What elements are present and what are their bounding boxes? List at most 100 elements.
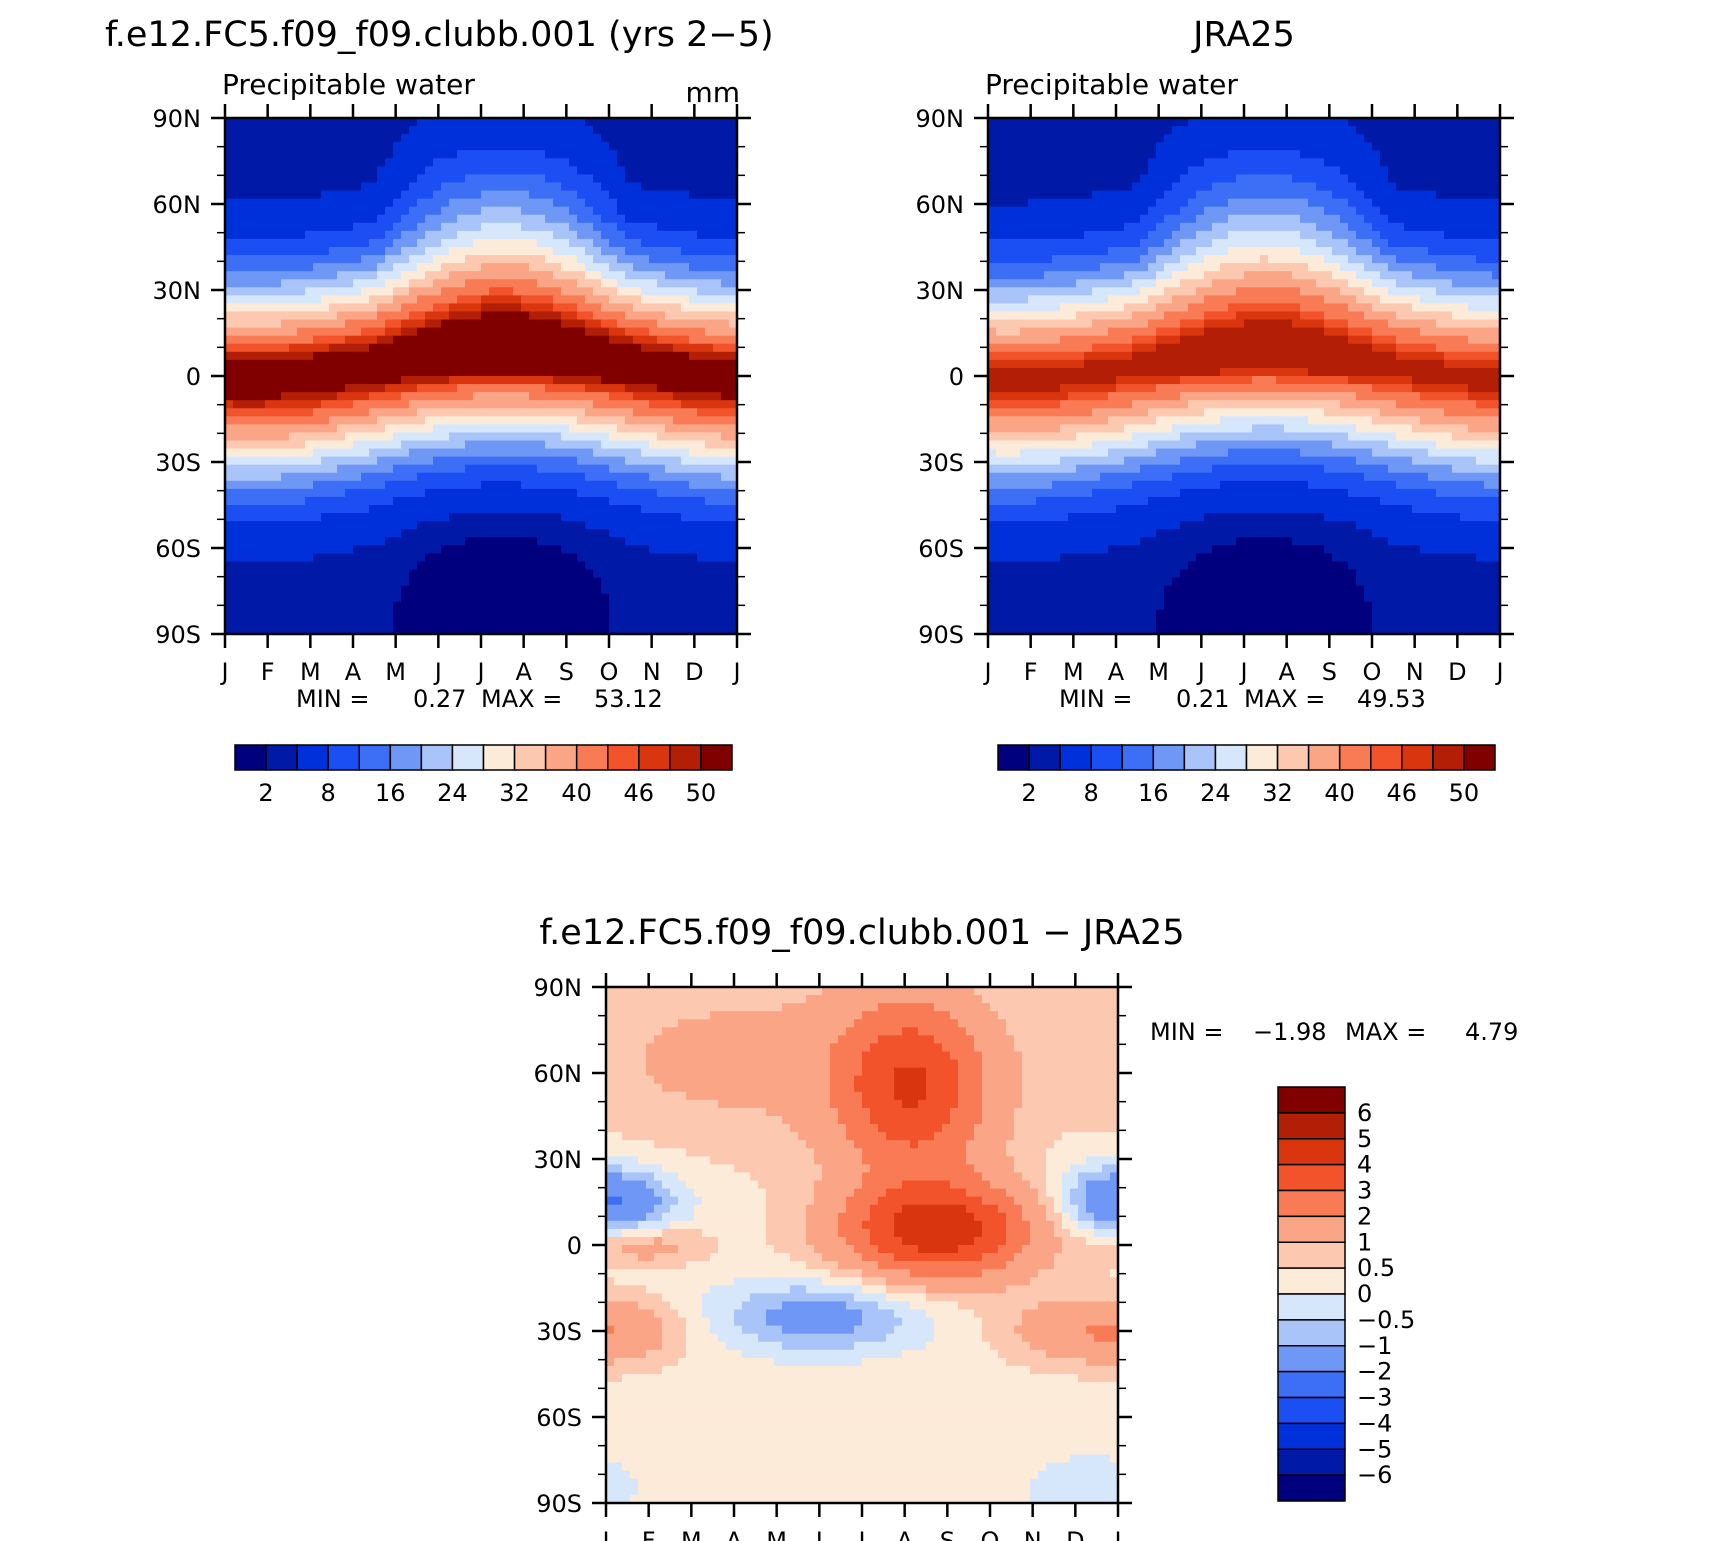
field-cell [1388,206,1397,216]
field-cell [449,222,458,232]
field-cell [625,142,634,151]
field-cell [601,521,610,530]
field-cell [313,496,322,506]
field-cell [721,569,730,579]
field-cell [257,505,266,514]
field-cell [673,206,682,216]
field-cell [1060,142,1069,151]
field-cell [361,424,370,434]
field-cell [529,537,538,546]
field-cell [361,513,370,522]
field-cell [473,513,482,522]
field-cell [473,238,482,248]
field-cell [721,319,730,329]
field-cell [321,174,330,184]
field-cell [577,400,586,409]
field-cell [473,448,482,458]
field-cell [473,311,482,321]
field-cell [257,190,266,200]
field-cell [1484,118,1493,127]
field-cell [609,521,618,530]
field-cell [329,488,338,498]
field-cell [337,142,346,151]
panel-reanalysis: JRA25 Precipitable water J F M A M J J A S O N D J90… [916,15,1514,807]
field-cell [257,456,266,466]
field-cell [241,392,250,401]
field-cell [513,416,522,425]
field-cell [289,327,298,337]
field-cell [537,545,546,554]
field-cell [225,609,234,619]
field-cell [697,150,706,159]
field-cell [521,222,530,232]
field-cell [1148,158,1157,167]
field-cell [425,271,434,280]
field-cell [353,625,362,634]
field-cell [241,311,250,321]
field-cell [513,247,522,256]
field-cell [721,416,730,425]
field-cell [249,505,258,514]
field-cell [313,182,322,192]
field-cell [313,529,322,538]
field-cell [377,480,386,490]
field-cell [281,400,290,409]
field-cell [313,440,322,450]
field-cell [601,206,610,216]
field-cell [1092,134,1101,143]
field-cell [393,537,402,546]
field-cell [1444,158,1453,167]
field-cell [497,625,506,634]
field-cell [537,625,546,634]
field-cell [697,311,706,321]
field-cell [249,295,258,305]
field-cell [457,488,466,498]
field-cell [305,174,314,184]
field-cell [249,585,258,595]
field-cell [361,529,370,538]
field-cell [425,577,434,587]
field-cell [1244,118,1253,127]
field-cell [617,416,626,425]
field-cell [713,448,722,458]
field-cell [449,158,458,167]
field-cell [529,311,538,321]
field-cell [473,424,482,434]
field-cell [569,496,578,506]
field-cell [625,376,634,385]
field-cell [1180,158,1189,167]
field-cell [513,343,522,353]
field-cell [417,351,426,361]
field-cell [729,271,737,280]
field-cell [297,585,306,595]
field-cell [457,343,466,353]
field-cell [481,238,490,248]
field-cell [289,529,298,538]
field-cell [521,134,530,143]
field-cell [313,577,322,587]
field-cell [449,351,458,361]
field-cell [1364,118,1373,127]
field-cell [433,456,442,466]
field-cell [313,384,322,393]
field-cell [649,206,658,216]
field-cell [513,545,522,554]
field-cell [449,190,458,200]
field-cell [433,238,442,248]
field-cell [369,134,378,143]
field-cell [1196,134,1205,143]
field-cell [241,166,250,176]
field-cell [473,214,482,224]
field-cell [505,158,514,167]
field-cell [433,126,442,135]
field-cell [521,553,530,563]
field-cell [337,408,346,417]
field-cell [337,247,346,256]
field-cell [657,303,666,313]
y-tick-label: 30S [155,449,201,477]
field-cell [681,392,690,401]
field-cell [321,287,330,296]
field-cell [713,166,722,176]
field-cell [257,432,266,442]
field-cell [521,609,530,619]
